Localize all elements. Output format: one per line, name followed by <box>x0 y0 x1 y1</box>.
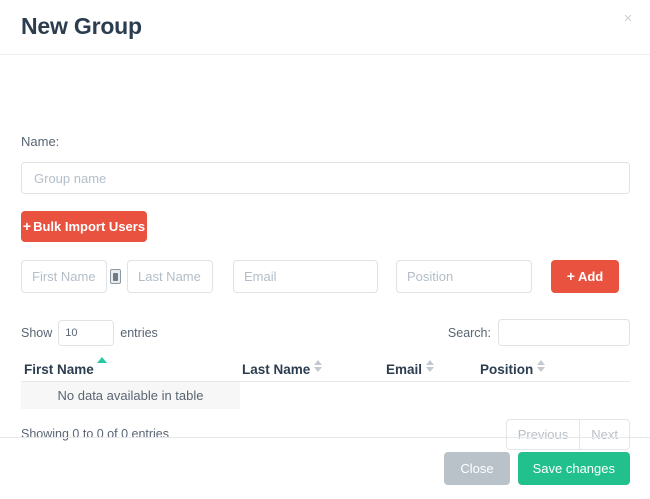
search-input[interactable] <box>498 319 630 346</box>
sort-both-icon <box>314 360 323 376</box>
column-header-first-name[interactable]: First Name <box>24 357 107 377</box>
user-entry-row: + Add <box>21 260 630 293</box>
bulk-import-users-label: Bulk Import Users <box>33 219 146 234</box>
sort-both-icon <box>537 360 546 376</box>
name-label: Name: <box>21 134 60 149</box>
table-empty-row: No data available in table <box>21 382 630 409</box>
group-name-input[interactable] <box>21 162 630 194</box>
first-name-input[interactable] <box>21 260 107 293</box>
column-header-position[interactable]: Position <box>480 360 546 377</box>
search-label: Search: <box>447 325 491 340</box>
add-user-label: Add <box>577 269 604 284</box>
position-input[interactable] <box>396 260 532 293</box>
column-header-label: Last Name <box>242 362 311 377</box>
page-title: New Group <box>21 13 142 39</box>
table-header-row: First Name Last Name Email Position <box>21 357 630 382</box>
modal-footer: Close Save changes <box>0 437 650 499</box>
table-pagination: Previous Next <box>505 419 630 450</box>
plus-icon: + <box>22 218 32 234</box>
sort-both-icon <box>426 360 435 376</box>
pagination-previous-button[interactable]: Previous <box>505 419 580 450</box>
show-label: Show <box>21 326 53 340</box>
close-button[interactable]: Close <box>444 452 510 485</box>
modal-body: Name: + Bulk Import Users + Add Show 10 … <box>0 55 650 499</box>
close-icon[interactable]: × <box>619 10 637 28</box>
pagination-next-button[interactable]: Next <box>579 419 630 450</box>
column-header-email[interactable]: Email <box>386 360 435 377</box>
column-header-label: First Name <box>24 362 94 377</box>
save-changes-button[interactable]: Save changes <box>517 452 630 485</box>
bulk-import-users-button[interactable]: + Bulk Import Users <box>21 211 147 242</box>
column-header-label: Email <box>386 362 423 377</box>
table-empty-message: No data available in table <box>21 382 240 409</box>
table-search-control: Search: <box>448 319 630 346</box>
column-header-last-name[interactable]: Last Name <box>242 360 323 377</box>
email-input[interactable] <box>233 260 378 293</box>
add-user-button[interactable]: + Add <box>551 260 619 293</box>
sort-ascending-icon <box>96 357 107 363</box>
modal-header: New Group × <box>0 0 650 55</box>
entries-per-page-select[interactable]: 10 <box>58 320 115 346</box>
last-name-input[interactable] <box>127 260 213 293</box>
autofill-icon[interactable] <box>110 269 121 284</box>
plus-icon: + <box>566 268 575 284</box>
table-length-control: Show 10 entries <box>21 320 158 346</box>
column-header-label: Position <box>480 362 534 377</box>
entries-label: entries <box>120 326 158 340</box>
users-table: First Name Last Name Email Position No d… <box>21 357 630 409</box>
